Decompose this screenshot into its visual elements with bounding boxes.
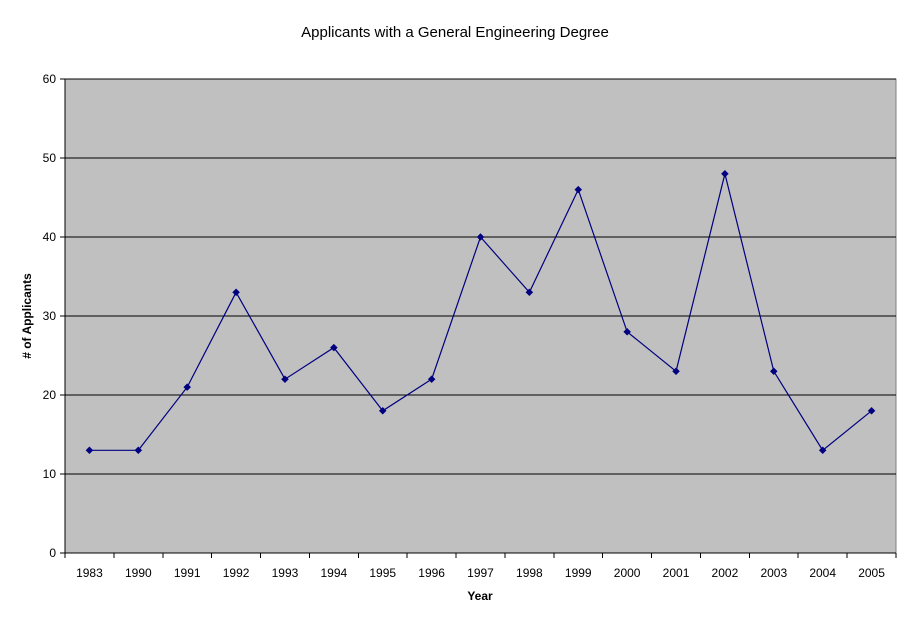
x-tick-label: 1993 — [272, 566, 299, 580]
x-tick-label: 1996 — [418, 566, 445, 580]
x-tick-label: 1983 — [76, 566, 103, 580]
data-point-marker — [183, 383, 192, 391]
y-tick-label: 40 — [43, 230, 57, 244]
data-point-marker — [232, 288, 240, 297]
data-point-marker — [769, 367, 778, 376]
x-tick-label: 1992 — [223, 566, 250, 580]
data-point-marker — [476, 233, 485, 241]
x-tick-label: 2003 — [760, 566, 787, 580]
series-group — [85, 169, 876, 455]
y-axis-title: # of Applicants — [20, 273, 34, 359]
x-tick-label: 1994 — [321, 566, 348, 580]
x-tick-label: 2000 — [614, 566, 641, 580]
x-tick-label: 2005 — [858, 566, 885, 580]
y-axis: 0 10 20 30 40 50 60 — [43, 72, 66, 560]
data-point-marker — [427, 375, 436, 384]
data-point-marker — [623, 327, 632, 336]
x-tick-label: 2001 — [663, 566, 690, 580]
data-point-marker — [818, 446, 827, 455]
data-point-marker — [672, 367, 680, 376]
x-tick-label: 1990 — [125, 566, 152, 580]
data-point-marker — [525, 288, 534, 297]
y-tick-label: 0 — [49, 546, 56, 560]
x-tick-label: 2002 — [712, 566, 739, 580]
data-point-marker — [329, 343, 338, 352]
y-tick-label: 10 — [43, 467, 57, 481]
y-tick-label: 60 — [43, 72, 57, 86]
x-axis-title: Year — [467, 589, 493, 603]
data-point-marker — [721, 169, 729, 178]
data-point-marker — [281, 375, 289, 384]
data-point-marker — [574, 185, 583, 194]
data-point-marker — [134, 446, 143, 455]
x-tick-label: 1991 — [174, 566, 201, 580]
data-point-marker — [378, 406, 387, 415]
y-tick-label: 30 — [43, 309, 57, 323]
x-tick-label: 1998 — [516, 566, 543, 580]
data-point-marker — [867, 406, 876, 415]
gridlines — [65, 78, 896, 475]
chart-title: Applicants with a General Engineering De… — [301, 24, 609, 41]
x-axis: 1983 1990 1991 1992 1993 1994 1995 1996 1997 1998… — [64, 552, 897, 580]
x-tick-label: 2004 — [809, 566, 836, 580]
x-tick-label: 1995 — [369, 566, 396, 580]
y-tick-label: 20 — [43, 388, 57, 402]
x-tick-label: 1997 — [467, 566, 494, 580]
y-tick-label: 50 — [43, 151, 57, 165]
data-point-marker — [85, 446, 94, 455]
x-tick-label: 1999 — [565, 566, 592, 580]
